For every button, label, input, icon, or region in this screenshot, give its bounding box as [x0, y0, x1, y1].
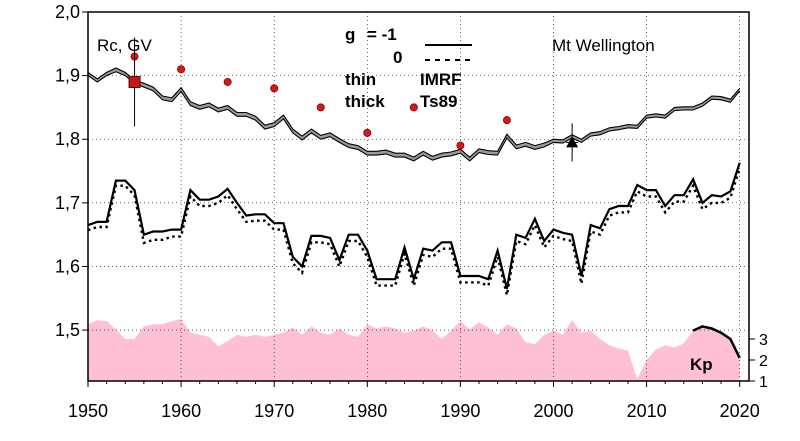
x-tick-label: 2010	[627, 401, 667, 421]
series-ts89-g-0	[87, 167, 741, 296]
kp-label: Kp	[690, 355, 713, 374]
legend-imrf-label: IMRF	[420, 70, 462, 89]
plot-frame	[87, 11, 750, 382]
observation-point	[177, 65, 186, 74]
observation-point	[270, 84, 279, 93]
series-layer	[87, 67, 741, 296]
observation-point	[409, 103, 418, 112]
observation-point	[363, 128, 372, 137]
observation-point	[456, 141, 465, 150]
y-tick-label: 1,9	[55, 66, 80, 86]
marker-layer	[128, 37, 579, 162]
series-imrf-g-0	[87, 71, 741, 162]
x-tick-label: 1990	[440, 401, 480, 421]
square-marker	[128, 75, 141, 88]
x-tick-label: 2000	[533, 401, 573, 421]
x-tick-label: 1950	[68, 401, 108, 421]
legend-thin-label: thin	[345, 70, 376, 89]
axis-layer: 1 2 3 1,5 1,6 1,7 1,8 1,9 2,0 1950 1960 1970 1980 199…	[55, 2, 768, 421]
x-tick-label: 2020	[720, 401, 760, 421]
kp-area-layer	[88, 319, 741, 381]
kp-tick-label: 2	[759, 353, 768, 370]
kp-tick-label: 3	[759, 332, 768, 349]
y-tick-label: 1,5	[55, 320, 80, 340]
legend-thick-label: thick	[345, 92, 385, 111]
y-tick-label: 1,6	[55, 256, 80, 276]
legend-ts89-label: Ts89	[420, 92, 458, 111]
y-tick-label: 2,0	[55, 2, 80, 22]
kp-outline	[692, 325, 741, 359]
legend-g-minus1: = -1	[367, 25, 397, 44]
station-label: Mt Wellington	[552, 36, 655, 55]
x-tick-label: 1980	[347, 401, 387, 421]
series-imrf-g-minus1	[87, 67, 741, 158]
x-tick-label: 1970	[254, 401, 294, 421]
legend: g = -1 0 thin IMRF thick Ts89	[345, 25, 472, 111]
observation-point	[316, 103, 325, 112]
y-tick-label: 1,7	[55, 193, 80, 213]
x-tick-label: 1960	[161, 401, 201, 421]
observation-point	[502, 116, 511, 125]
kp-area	[88, 319, 740, 381]
legend-g-zero: 0	[393, 48, 402, 67]
series-ts89-g-minus1	[87, 162, 741, 290]
legend-g-label: g	[345, 25, 355, 44]
imrf-band	[88, 67, 740, 161]
observation-point	[223, 77, 232, 86]
y-axis-label: Rc, GV	[97, 36, 152, 55]
kp-tick-label: 1	[759, 374, 768, 391]
y-tick-label: 1,8	[55, 129, 80, 149]
